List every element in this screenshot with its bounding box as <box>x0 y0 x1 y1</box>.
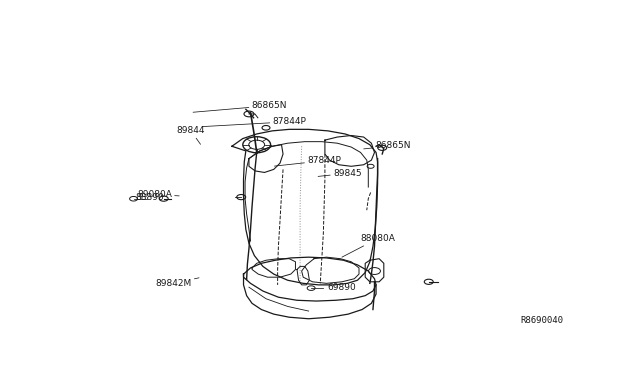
Text: 89842M: 89842M <box>156 278 199 288</box>
Text: 89844: 89844 <box>177 126 205 144</box>
Text: 86865N: 86865N <box>364 141 411 150</box>
Text: 89080A: 89080A <box>137 190 179 199</box>
Text: 88080A: 88080A <box>342 234 395 257</box>
Text: 69890: 69890 <box>327 283 356 292</box>
Text: 87844P: 87844P <box>203 117 307 126</box>
Text: 87844P: 87844P <box>275 156 341 166</box>
Text: 89845: 89845 <box>318 169 362 178</box>
Text: R8690040: R8690040 <box>520 316 564 325</box>
Text: 86865N: 86865N <box>193 101 287 112</box>
Text: 88890: 88890 <box>136 193 164 202</box>
